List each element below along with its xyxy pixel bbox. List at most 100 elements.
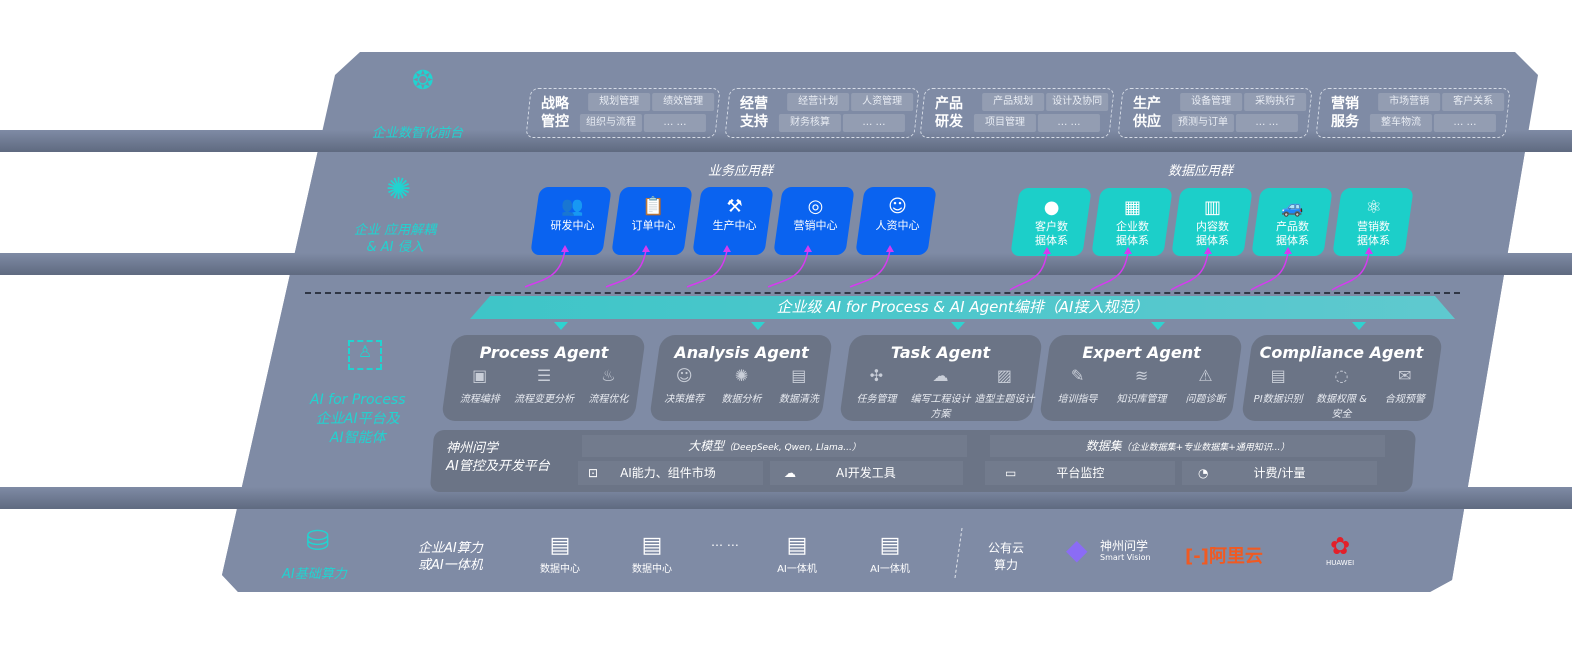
- dev-tool-icon: ☁: [784, 466, 796, 480]
- server: ▤ 数据中心: [622, 532, 682, 575]
- agent-capability[interactable]: ☁ 编写工程设计方案: [910, 366, 971, 420]
- tool-dev: ☁ AI开发工具: [770, 461, 963, 485]
- tool-monitor: ▭ 平台监控: [985, 461, 1175, 485]
- arrow-head: [1204, 247, 1212, 254]
- orchestration-banner: 企业级 AI for Process & AI Agent编排（AI接入规范）: [470, 296, 1455, 319]
- apps-layer-label: 企业 应用解耦 & AI 侵入: [354, 223, 437, 255]
- monitor-icon: ▭: [1005, 466, 1017, 480]
- server: ▤ AI一体机: [860, 532, 920, 575]
- molecule-icon: ✺: [386, 172, 412, 207]
- agent-capability[interactable]: ⚠ 问题诊断: [1174, 366, 1237, 405]
- compute-layer-label: AI基础算力: [282, 567, 347, 582]
- agent-title: Analysis Agent: [674, 343, 809, 362]
- down-arrow-icon: [751, 322, 765, 330]
- training-icon: ✎: [1070, 366, 1085, 385]
- layers-icon: ≋: [1134, 366, 1149, 385]
- agent-capability[interactable]: ◌ 数据权限 & 安全: [1310, 366, 1373, 420]
- agent-card[interactable]: Analysis Agent ☺ 决策推荐 ✺ 数据分析 ▤ 数据清洗: [648, 335, 834, 421]
- arrow-head: [1284, 247, 1292, 254]
- server: ▤ AI一体机: [767, 532, 827, 575]
- agent-title: Process Agent: [479, 343, 609, 362]
- layer-divider: [0, 130, 1572, 152]
- platform-name: 神州问学 AI管控及开发平台: [446, 441, 550, 474]
- business-apps-title: 业务应用群: [708, 164, 774, 179]
- connector-arrow: [524, 249, 566, 288]
- agent-card[interactable]: Task Agent ✣ 任务管理 ☁ 编写工程设计方案 ▨ 造型主题设计: [838, 335, 1044, 421]
- connector-arrow: [1009, 251, 1048, 291]
- arrow-head: [1124, 247, 1132, 254]
- agent-capability[interactable]: ▤ 数据清洗: [770, 366, 827, 405]
- alert-icon: ✉: [1398, 366, 1412, 385]
- analysis-icon: ✺: [734, 366, 749, 385]
- agent-capability[interactable]: ☰ 流程变更分析: [514, 366, 575, 405]
- flow-icon: ▣: [472, 366, 488, 385]
- ellipsis: … …: [711, 535, 739, 549]
- connector-arrows: [524, 245, 1373, 291]
- gauge-icon: ◔: [1198, 466, 1209, 480]
- id-icon: ▤: [1270, 366, 1286, 385]
- server: ▤ 数据中心: [530, 532, 590, 575]
- connector-arrow: [849, 249, 891, 288]
- data-apps-title: 数据应用群: [1168, 164, 1234, 179]
- connector-arrow: [1090, 251, 1129, 291]
- market-icon: ⊡: [588, 466, 599, 480]
- server-icon: ▤: [786, 533, 808, 558]
- server-icon: ▤: [641, 533, 663, 558]
- shenzhou-logo: 神州问学 Smart Vision: [1100, 539, 1151, 562]
- arrow-head: [804, 245, 812, 252]
- diagnose-icon: ⚠: [1198, 366, 1213, 385]
- database-icon: ⛁: [306, 524, 330, 557]
- design-icon: ▨: [996, 366, 1013, 385]
- brain-icon: ❂: [412, 66, 434, 96]
- layer-divider: [0, 253, 1572, 275]
- agent-card[interactable]: Compliance Agent ▤ PI数据识别 ◌ 数据权限 & 安全 ✉ 合规预警: [1240, 335, 1444, 421]
- arrow-head: [1365, 247, 1373, 254]
- ai-layer-label: AI for Process 企业AI平台及 AI智能体: [310, 392, 406, 446]
- arrow-head: [561, 245, 569, 252]
- clean-icon: ▤: [791, 366, 807, 385]
- agent-capability[interactable]: ☺ 决策推荐: [656, 366, 713, 405]
- task-icon: ✣: [869, 366, 884, 385]
- agent-capability[interactable]: ✺ 数据分析: [713, 366, 770, 405]
- shenzhou-logo-icon: ◆: [1066, 533, 1088, 566]
- agent-card[interactable]: Expert Agent ✎ 培训指导 ≋ 知识库管理 ⚠ 问题诊断: [1038, 335, 1244, 421]
- connector-arrow: [1250, 251, 1289, 291]
- connector-arrow: [686, 249, 728, 288]
- face-scan-icon: ♙: [348, 340, 382, 370]
- dashed-separator: [305, 292, 1460, 294]
- tool-market: ⊡ AI能力、组件市场: [578, 461, 763, 485]
- agent-capability[interactable]: ♨ 流程优化: [577, 366, 641, 405]
- server-icon: ▤: [549, 533, 571, 558]
- models-bar: 大模型（DeepSeek, Qwen, Llama...）: [582, 435, 967, 457]
- tool-billing: ◔ 计费/计量: [1182, 461, 1377, 485]
- agent-card[interactable]: Process Agent ▣ 流程编排 ☰ 流程变更分析 ♨ 流程优化: [440, 335, 647, 421]
- cloud-label: 公有云 算力: [988, 541, 1025, 572]
- frontend-label: 企业数智化前台: [372, 126, 464, 141]
- agent-capability[interactable]: ✣ 任务管理: [845, 366, 908, 420]
- agent-capability[interactable]: ≋ 知识库管理: [1110, 366, 1173, 405]
- aliyun-logo: [-]阿里云: [1185, 546, 1263, 567]
- permission-icon: ◌: [1334, 366, 1349, 385]
- list-icon: ☰: [536, 366, 552, 385]
- connector-arrow: [1170, 251, 1209, 291]
- connector-arrow: [605, 249, 647, 288]
- down-arrow-icon: [1151, 322, 1165, 330]
- arrow-head: [886, 245, 894, 252]
- down-arrow-icon: [1352, 322, 1366, 330]
- cloud-icon: ☁: [932, 366, 949, 385]
- connector-arrow: [767, 249, 809, 288]
- agent-title: Task Agent: [890, 343, 991, 362]
- decision-icon: ☺: [675, 366, 693, 385]
- arrow-head: [642, 245, 650, 252]
- arrow-head: [723, 245, 731, 252]
- agent-capability[interactable]: ▨ 造型主题设计: [974, 366, 1035, 405]
- agent-capability[interactable]: ✉ 合规预警: [1373, 366, 1436, 420]
- agent-capability[interactable]: ✎ 培训指导: [1046, 366, 1109, 405]
- agent-capability[interactable]: ▣ 流程编排: [448, 366, 512, 405]
- down-arrow-icon: [553, 322, 568, 330]
- arrow-head: [1043, 247, 1051, 254]
- huawei-logo: ✿ HUAWEI: [1326, 532, 1355, 567]
- agent-title: Expert Agent: [1082, 343, 1201, 362]
- connector-arrow: [1331, 251, 1370, 291]
- agent-capability[interactable]: ▤ PI数据识别: [1247, 366, 1310, 420]
